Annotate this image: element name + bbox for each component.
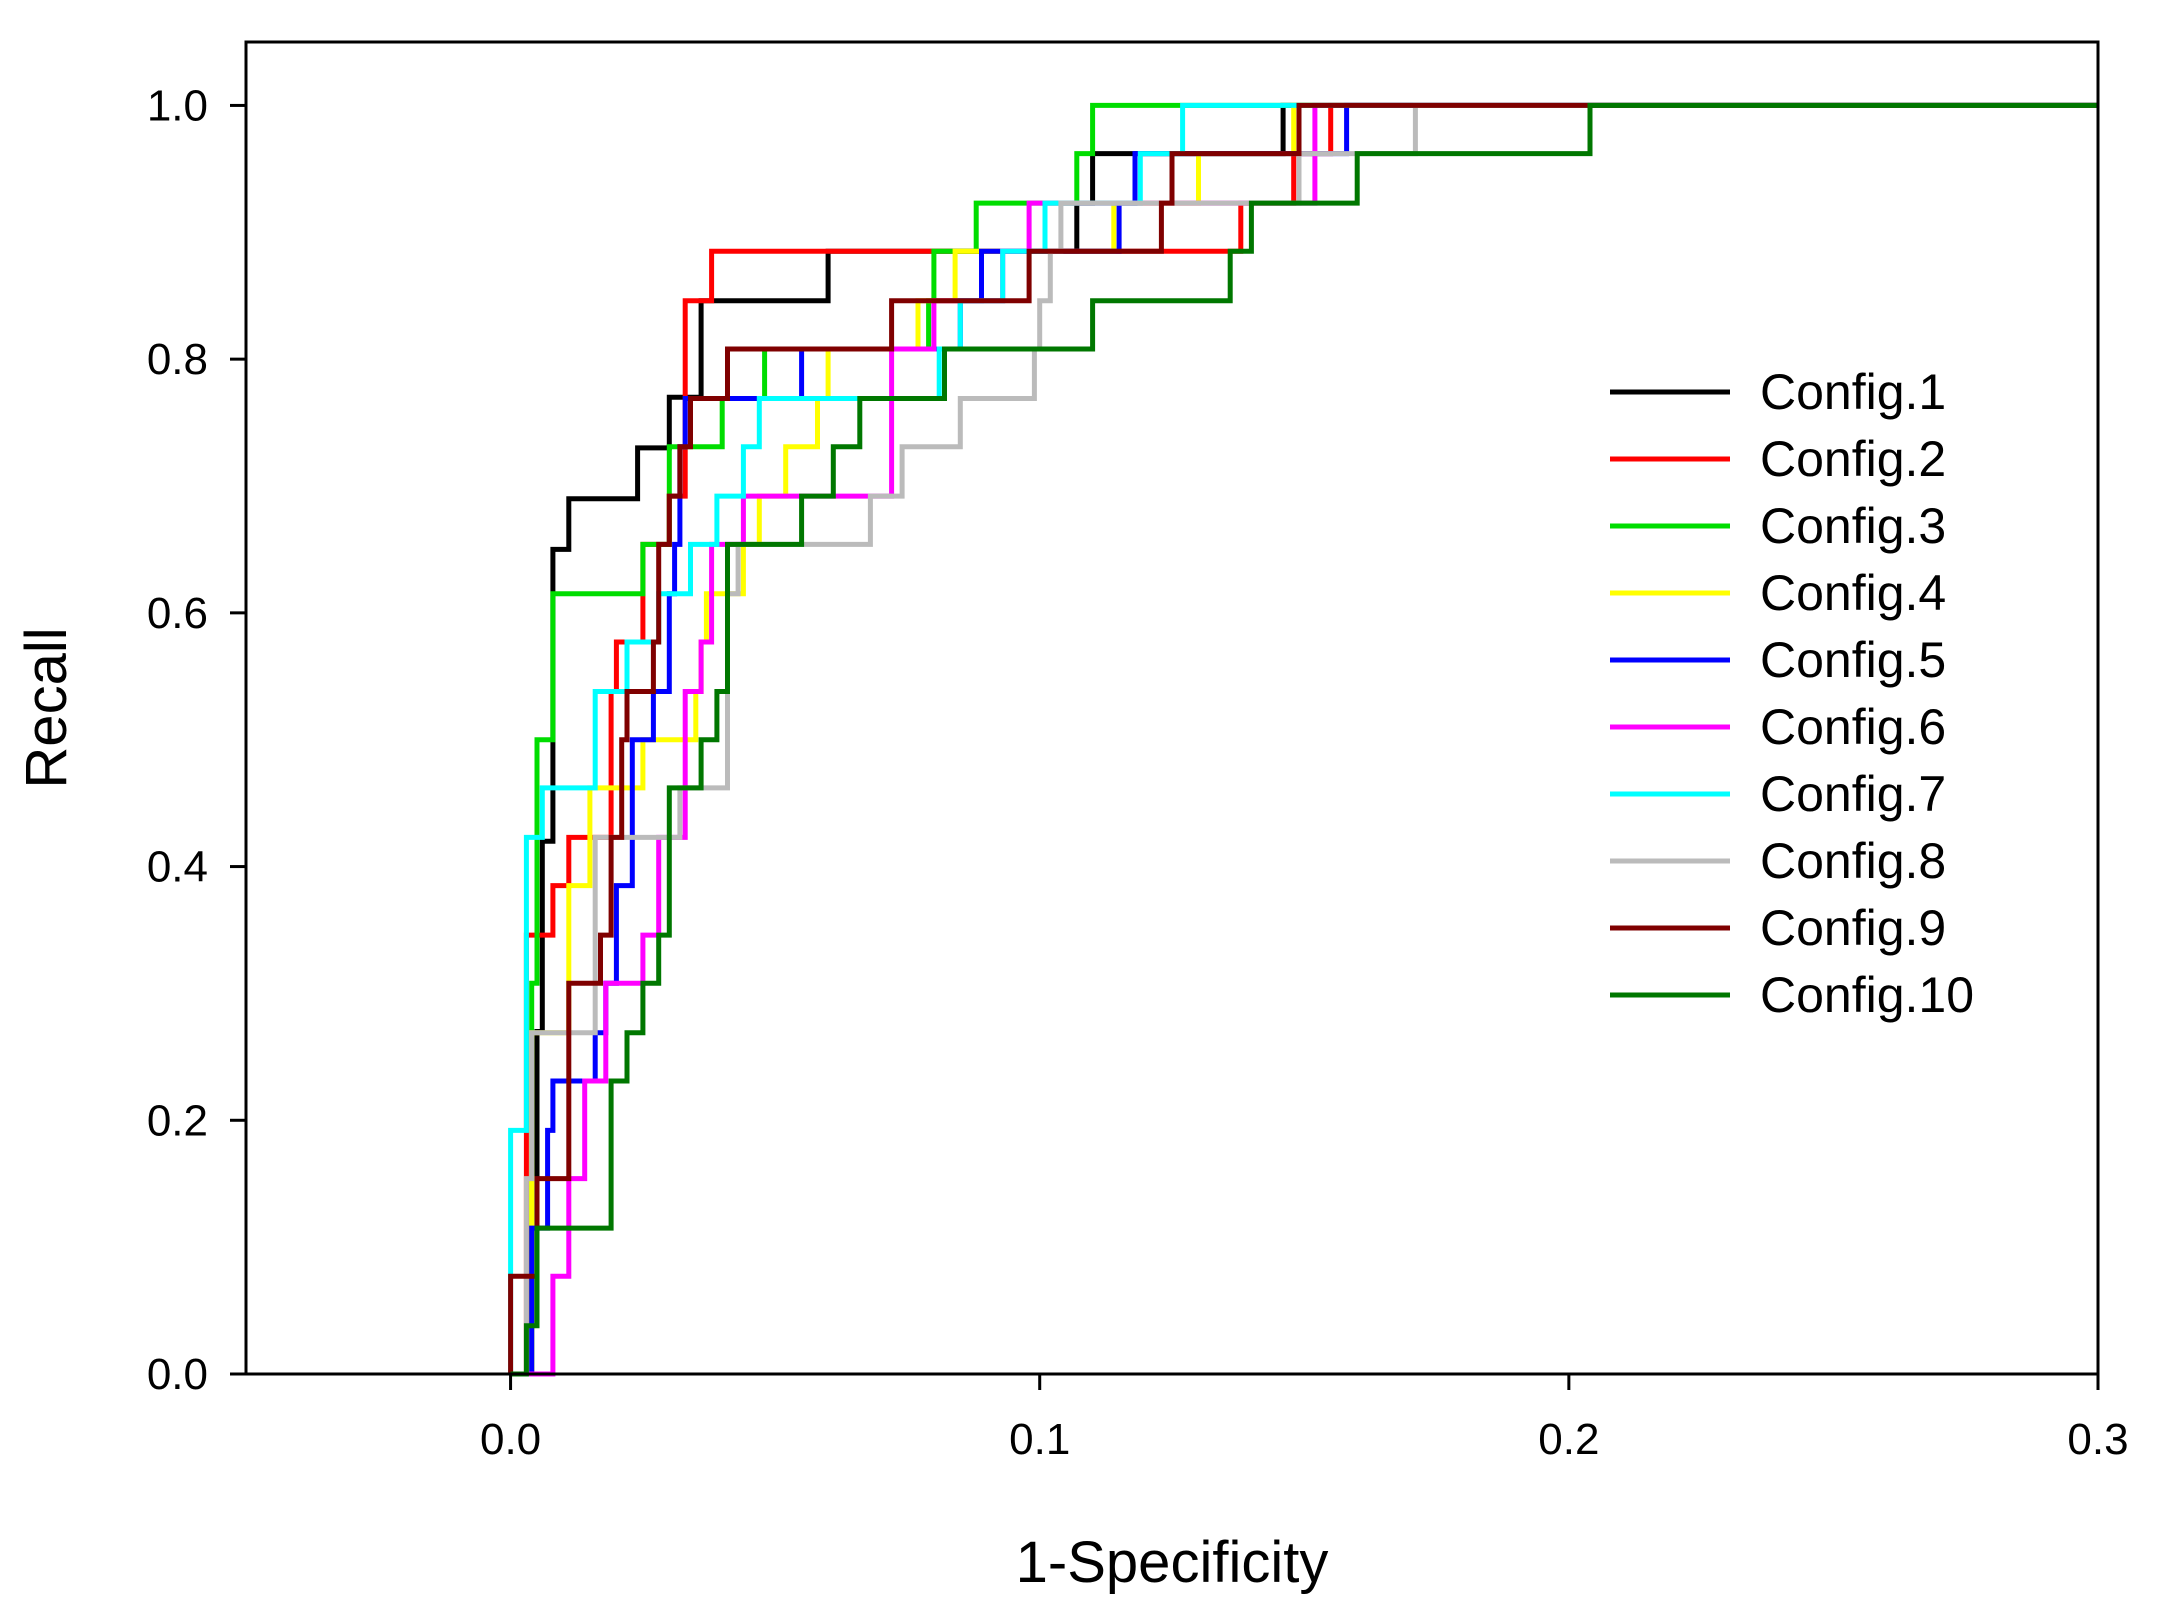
legend-label-config-7: Config.7 [1760, 766, 1946, 822]
series-layer [508, 102, 2098, 1377]
legend-label-config-5: Config.5 [1760, 632, 1946, 688]
legend-label-config-2: Config.2 [1760, 431, 1946, 487]
y-axis-title: Recall [14, 627, 79, 788]
x-tick-label: 0.1 [1009, 1415, 1070, 1464]
x-axis-title: 1-Specificity [1016, 1530, 1329, 1595]
x-axis: 0.0 0.1 0.2 0.3 [480, 1374, 2129, 1464]
legend: Config.1 Config.2 Config.3 Config.4 Config.5… [1610, 364, 1974, 1023]
legend-label-config-1: Config.1 [1760, 364, 1946, 420]
series-line-config-7 [508, 102, 2098, 1374]
y-tick-label: 0.4 [147, 843, 208, 892]
series-line-config-4 [510, 102, 2098, 1377]
legend-label-config-3: Config.3 [1760, 498, 1946, 554]
legend-label-config-9: Config.9 [1760, 900, 1946, 956]
x-tick-label: 0.3 [2067, 1415, 2128, 1464]
y-tick-label: 0.0 [147, 1350, 208, 1399]
series-line-config-9 [508, 102, 2098, 1374]
y-tick-label: 0.2 [147, 1096, 208, 1145]
legend-label-config-4: Config.4 [1760, 565, 1946, 621]
x-tick-label: 0.0 [480, 1415, 541, 1464]
legend-label-config-6: Config.6 [1760, 699, 1946, 755]
legend-label-config-10: Config.10 [1760, 967, 1974, 1023]
y-tick-label: 1.0 [147, 81, 208, 130]
y-tick-label: 0.8 [147, 335, 208, 384]
y-tick-label: 0.6 [147, 589, 208, 638]
series-line-config-8 [510, 102, 2098, 1377]
x-tick-label: 0.2 [1538, 1415, 1599, 1464]
y-axis: 0.0 0.2 0.4 0.6 0.8 1.0 [147, 81, 246, 1399]
legend-label-config-8: Config.8 [1760, 833, 1946, 889]
series-line-config-10 [510, 102, 2098, 1377]
plot-frame [244, 40, 2100, 1376]
